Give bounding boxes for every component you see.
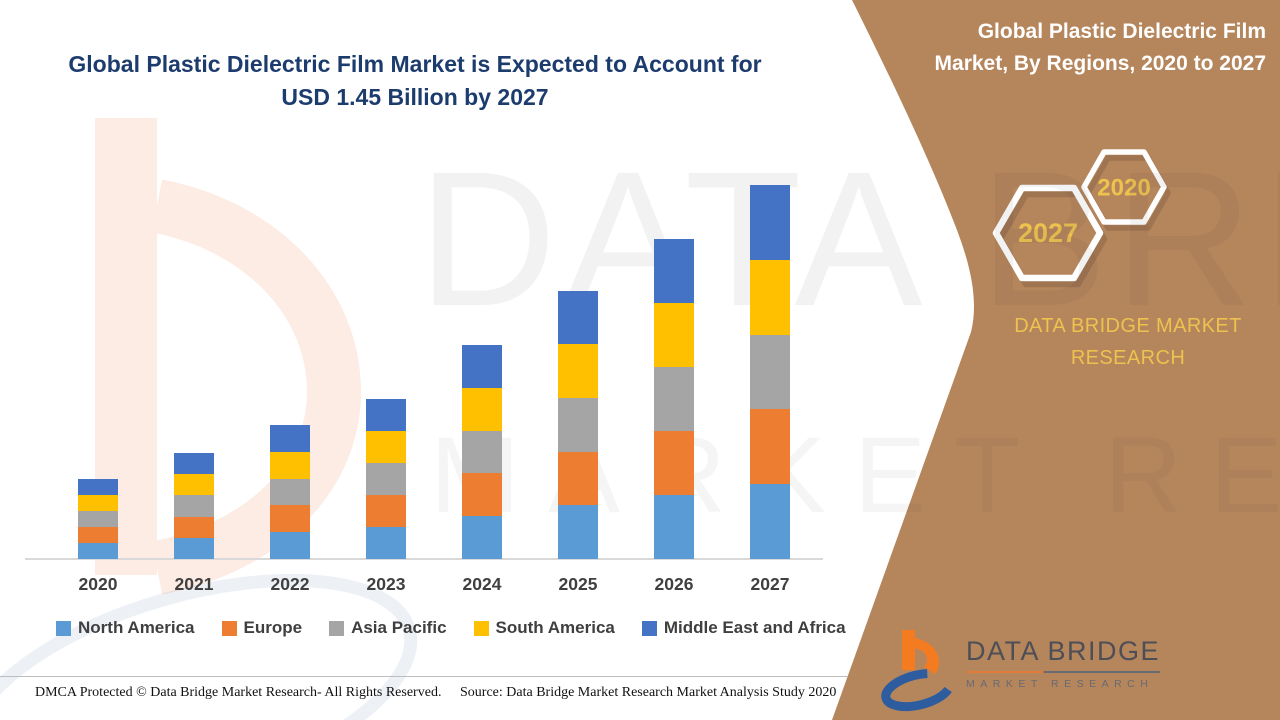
x-axis-label-2025: 2025 — [558, 574, 598, 594]
bar-segment-2023-europe — [366, 495, 406, 527]
brand-text-line2: RESEARCH — [1070, 347, 1186, 369]
legend-swatch-icon — [473, 620, 489, 636]
logo-subtitle: MARKET RESEARCH — [966, 678, 1154, 690]
bar-segment-2027-asia-pacific — [750, 334, 790, 410]
chart-title-line2: USD 1.45 Billion by 2027 — [281, 83, 549, 110]
bar-segment-2020-south-america — [78, 495, 118, 511]
x-axis-label-2021: 2021 — [174, 574, 214, 594]
bar-segment-2024-europe — [462, 473, 502, 517]
chart-legend: North America Europe Asia Pacific South Ame… — [56, 618, 846, 638]
bar-segment-2020-north-america — [78, 543, 118, 559]
footer-copyright: DMCA Protected © Data Bridge Market Rese… — [35, 685, 442, 700]
bar-segment-2025-middle-east-and-africa — [558, 290, 598, 345]
legend-item-south-america: South America — [473, 618, 615, 638]
stacked-bar-2025 — [558, 290, 598, 559]
x-axis-label-2024: 2024 — [462, 574, 502, 594]
side-panel-title-line2: Market, By Regions, 2020 to 2027 — [934, 51, 1266, 75]
logo-b-stem — [902, 630, 915, 670]
bar-segment-2020-middle-east-and-africa — [78, 479, 118, 495]
legend-item-asia-pacific: Asia Pacific — [329, 618, 447, 638]
bar-segment-2020-europe — [78, 527, 118, 543]
legend-swatch-icon — [221, 620, 237, 636]
bar-segment-2026-asia-pacific — [654, 367, 694, 431]
bar-segment-2025-asia-pacific — [558, 397, 598, 452]
bar-segment-2023-middle-east-and-africa — [366, 399, 406, 431]
bar-segment-2023-asia-pacific — [366, 463, 406, 495]
stacked-bar-2027 — [750, 185, 790, 559]
side-panel-title-line1: Global Plastic Dielectric Film — [977, 20, 1266, 43]
databridge-logo: DATA BRIDGE MARKET RESEARCH — [878, 628, 1161, 712]
bar-segment-2022-north-america — [270, 532, 310, 559]
bar-segment-2027-europe — [750, 409, 790, 485]
legend-item-north-america: North America — [56, 618, 195, 638]
legend-label: Middle East and Africa — [663, 618, 846, 637]
footer-divider — [0, 676, 848, 677]
bar-segment-2026-europe — [654, 431, 694, 495]
bar-segment-2025-europe — [558, 451, 598, 506]
legend-swatch-icon — [329, 620, 345, 636]
legend-label: Europe — [243, 618, 303, 637]
bar-segment-2026-middle-east-and-africa — [654, 239, 694, 303]
bar-segment-2027-north-america — [750, 484, 790, 559]
stacked-bar-2022 — [270, 425, 310, 559]
bar-segment-2024-middle-east-and-africa — [462, 345, 502, 388]
logo-swoosh — [881, 668, 955, 712]
bar-segment-2021-south-america — [174, 474, 214, 496]
bar-segment-2022-south-america — [270, 451, 310, 479]
logo-underline — [966, 671, 1161, 673]
bar-segment-2026-south-america — [654, 303, 694, 367]
bar-segment-2025-south-america — [558, 344, 598, 398]
bar-segment-2023-south-america — [366, 431, 406, 463]
bar-segment-2027-middle-east-and-africa — [750, 185, 790, 260]
bar-segment-2026-north-america — [654, 495, 694, 559]
legend-swatch-icon — [56, 620, 71, 636]
databridge-logo-icon — [881, 630, 955, 712]
bar-segment-2021-europe — [174, 516, 214, 538]
bar-segment-2024-asia-pacific — [462, 430, 502, 474]
legend-label: Asia Pacific — [351, 618, 447, 637]
stacked-bar-2026 — [654, 239, 694, 559]
legend-item-middle-east-and-africa: Middle East and Africa — [641, 618, 846, 638]
legend-label: South America — [495, 618, 615, 637]
stacked-bar-2020 — [78, 479, 118, 559]
bar-segment-2022-europe — [270, 505, 310, 533]
legend-swatch-icon — [641, 620, 657, 636]
side-panel-title: Global Plastic Dielectric Film Market, B… — [866, 16, 1266, 79]
bar-segment-2021-north-america — [174, 537, 214, 559]
x-axis-line — [25, 558, 823, 560]
bar-segment-2023-north-america — [366, 527, 406, 559]
stacked-bar-2023 — [366, 399, 406, 559]
brand-text: DATA BRIDGE MARKET RESEARCH — [988, 310, 1268, 374]
x-axis-label-2027: 2027 — [750, 574, 790, 594]
legend-item-europe: Europe — [221, 618, 303, 638]
x-axis-label-2022: 2022 — [270, 574, 310, 594]
bar-segment-2021-middle-east-and-africa — [174, 453, 214, 475]
stacked-bar-2021 — [174, 453, 214, 559]
logo-name: DATA BRIDGE — [966, 636, 1161, 666]
chart-title-line1: Global Plastic Dielectric Film Market is… — [68, 51, 762, 77]
bar-segment-2022-middle-east-and-africa — [270, 425, 310, 452]
logo-b-bowl — [915, 638, 939, 674]
footer-source: Source: Data Bridge Market Research Mark… — [460, 685, 837, 700]
x-axis-label-2020: 2020 — [78, 574, 118, 594]
bar-segment-2024-south-america — [462, 387, 502, 431]
bar-segment-2025-north-america — [558, 505, 598, 559]
brand-text-line1: DATA BRIDGE MARKET — [1014, 315, 1242, 337]
bar-segment-2022-asia-pacific — [270, 478, 310, 506]
bar-segment-2021-asia-pacific — [174, 495, 214, 517]
bar-segment-2024-north-america — [462, 516, 502, 559]
legend-label: North America — [78, 618, 195, 637]
x-axis-label-2023: 2023 — [366, 574, 406, 594]
bar-segment-2020-asia-pacific — [78, 511, 118, 527]
x-axis-label-2026: 2026 — [654, 574, 694, 594]
stacked-bar-2024 — [462, 345, 502, 559]
bar-segment-2027-south-america — [750, 259, 790, 335]
chart-title: Global Plastic Dielectric Film Market is… — [55, 48, 775, 113]
